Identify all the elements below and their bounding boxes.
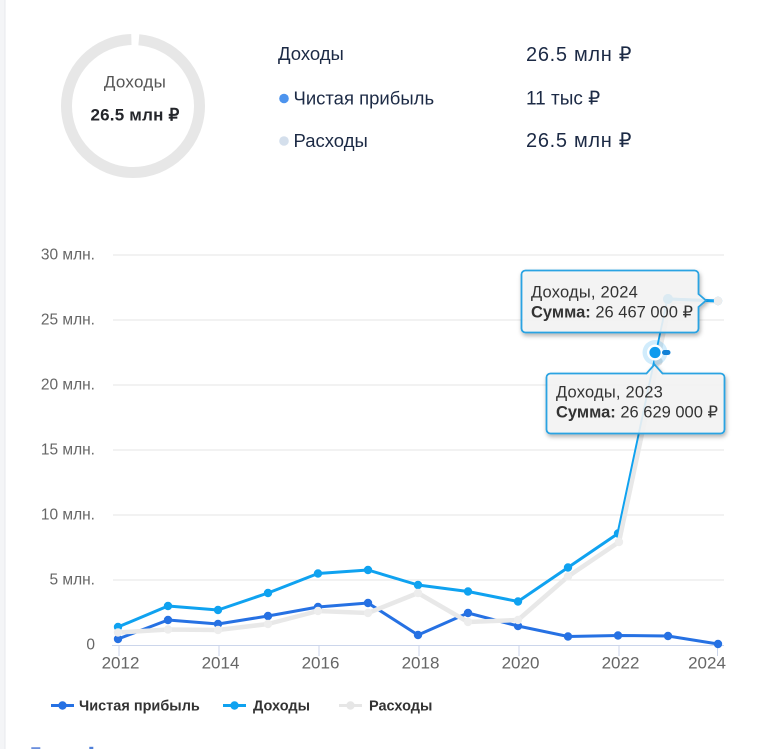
- svg-text:Чистая прибыль: Чистая прибыль: [79, 699, 200, 715]
- svg-text:15 млн.: 15 млн.: [41, 442, 95, 459]
- svg-text:Доходы: Доходы: [104, 73, 166, 92]
- svg-text:0: 0: [86, 637, 95, 654]
- svg-text:Сумма: 26 629 000 ₽: Сумма: 26 629 000 ₽: [556, 404, 718, 422]
- svg-text:Доходы: Доходы: [278, 43, 344, 64]
- svg-text:Сумма: 26 467 000 ₽: Сумма: 26 467 000 ₽: [531, 304, 693, 322]
- svg-text:26.5 млн ₽: 26.5 млн ₽: [526, 44, 632, 66]
- svg-text:20 млн.: 20 млн.: [41, 377, 95, 394]
- svg-text:2022: 2022: [602, 654, 640, 673]
- svg-text:2018: 2018: [402, 654, 440, 673]
- svg-text:25 млн.: 25 млн.: [41, 312, 95, 329]
- svg-text:Доходы, 2023: Доходы, 2023: [556, 384, 663, 402]
- svg-text:10 млн.: 10 млн.: [41, 507, 95, 524]
- svg-text:2016: 2016: [302, 654, 340, 673]
- svg-text:30 млн.: 30 млн.: [41, 247, 95, 264]
- svg-text:2012: 2012: [102, 654, 140, 673]
- svg-text:2014: 2014: [202, 654, 240, 673]
- svg-text:2024: 2024: [688, 654, 726, 673]
- svg-text:26.5 млн ₽: 26.5 млн ₽: [526, 130, 632, 152]
- svg-text:Доходы, 2024: Доходы, 2024: [531, 284, 638, 302]
- svg-text:26.5 млн ₽: 26.5 млн ₽: [91, 106, 180, 125]
- svg-text:Расходы: Расходы: [294, 130, 368, 151]
- svg-text:2020: 2020: [502, 654, 540, 673]
- svg-text:Доходы: Доходы: [253, 699, 310, 715]
- svg-text:5 млн.: 5 млн.: [50, 572, 96, 589]
- svg-text:Чистая прибыль: Чистая прибыль: [294, 88, 435, 109]
- svg-text:11 тыс ₽: 11 тыс ₽: [526, 89, 600, 110]
- svg-text:Расходы: Расходы: [369, 699, 432, 715]
